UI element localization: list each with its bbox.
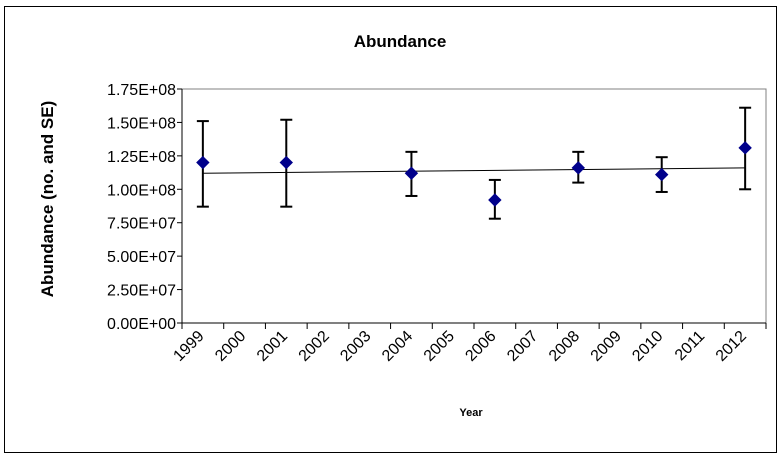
- x-axis-label: Year: [459, 407, 483, 419]
- data-points: [196, 106, 752, 220]
- y-tick-label: 0.00E+00: [107, 316, 176, 333]
- x-tick-label: 2008: [546, 328, 583, 365]
- y-tick-label: 7.50E+07: [107, 216, 176, 233]
- y-axis-label: Abundance (no. and SE): [38, 101, 57, 297]
- data-point-diamond: [738, 141, 752, 155]
- y-tick-label: 1.50E+08: [107, 115, 176, 132]
- data-point-diamond: [571, 161, 585, 175]
- x-tick-label: 2001: [254, 328, 291, 365]
- data-point-diamond: [404, 166, 419, 180]
- x-tick-label: 2010: [629, 328, 666, 365]
- data-point-diamond: [196, 155, 210, 170]
- x-tick-label: 2009: [588, 328, 625, 365]
- x-tick-label: 1999: [170, 328, 207, 365]
- y-tick-label: 1.75E+08: [107, 82, 176, 99]
- y-axis: 0.00E+00 2.50E+07 5.00E+07 7.50E+07 1.00E+08…: [107, 82, 183, 333]
- plot-area: [181, 88, 767, 324]
- y-tick-label: 2.50E+07: [107, 283, 176, 300]
- y-tick-label: 5.00E+07: [107, 249, 176, 266]
- x-tick-label: 2004: [379, 328, 416, 365]
- y-tick-label: 1.25E+08: [107, 149, 176, 166]
- x-tick-label: 2011: [672, 328, 708, 364]
- x-tick-label: 2012: [713, 328, 750, 365]
- x-tick-label: 2000: [212, 328, 249, 365]
- chart-frame: Abundance Abundance (no. and SE) Year 0.…: [4, 6, 777, 453]
- trendline-group: [202, 167, 746, 174]
- chart-title: Abundance: [354, 32, 447, 51]
- abundance-chart: Abundance Abundance (no. and SE) Year 0.…: [38, 32, 767, 419]
- trendline: [202, 167, 746, 174]
- x-tick-label: 2007: [504, 328, 541, 365]
- data-point-diamond: [279, 155, 293, 170]
- x-axis: 1999 2000 2001 2002 2003 2004 2005 2006 2007 2008…: [170, 322, 767, 365]
- x-tick-label: 2003: [337, 328, 374, 365]
- data-point-diamond: [488, 193, 502, 207]
- x-tick-label: 2002: [296, 328, 333, 365]
- x-tick-label: 2006: [462, 328, 499, 365]
- y-tick-label: 1.00E+08: [107, 182, 176, 199]
- data-point-diamond: [655, 167, 669, 182]
- x-tick-label: 2005: [421, 328, 458, 365]
